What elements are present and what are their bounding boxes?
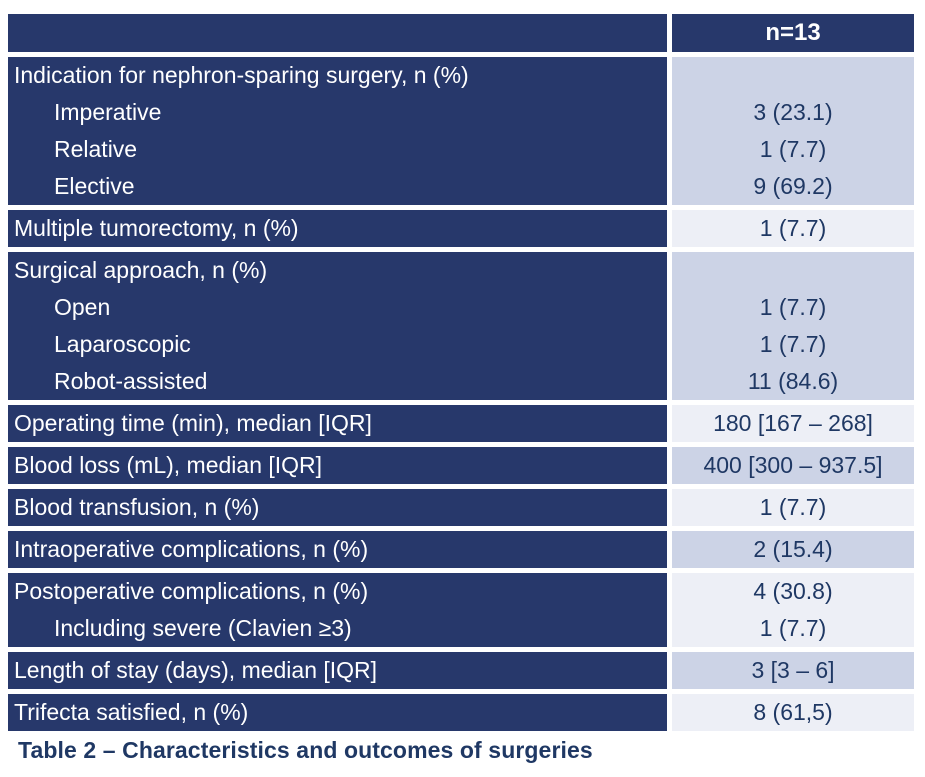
table-row-operating-time: Operating time (min), median [IQR] 180 [… [8,405,914,442]
row-value [672,252,914,289]
row-label: Blood loss (mL), median [IQR] [14,452,323,478]
row-label: Trifecta satisfied, n (%) [14,699,249,725]
table-row-multiple-tumorectomy: Multiple tumorectomy, n (%) 1 (7.7) [8,210,914,247]
row-value: 8 (61,5) [753,699,833,725]
row-label: Length of stay (days), median [IQR] [14,657,378,683]
row-value: 2 (15.4) [753,536,833,562]
row-value: 1 (7.7) [759,615,827,641]
row-value: 1 (7.7) [759,294,827,320]
table-row-length-of-stay: Length of stay (days), median [IQR] 3 [3… [8,652,914,689]
row-label: Surgical approach, n (%) [14,257,268,283]
header-label-cell [8,14,667,52]
row-label: Postoperative complications, n (%) [14,578,369,604]
row-value: 3 (23.1) [753,99,833,125]
row-value [672,57,914,94]
table-row-postoperative-complications: Postoperative complications, n (%) Inclu… [8,573,914,647]
header-count-cell: n=13 [672,14,914,52]
row-value: 1 (7.7) [759,215,827,241]
row-sublabel: Including severe (Clavien ≥3) [54,615,352,641]
row-value: 11 (84.6) [747,368,839,394]
table-row-surgical-approach: Surgical approach, n (%) Open Laparoscop… [8,252,914,400]
row-sublabel: Imperative [54,99,162,125]
row-sublabel: Relative [54,136,138,162]
table-header-row: n=13 [8,14,914,52]
table-row-intraoperative-complications: Intraoperative complications, n (%) 2 (1… [8,531,914,568]
outcomes-table: n=13 Indication for nephron-sparing surg… [8,14,914,764]
row-sublabel: Elective [54,173,135,199]
row-value: 400 [300 – 937.5] [703,452,883,478]
row-label: Indication for nephron-sparing surgery, … [14,62,469,88]
row-value: 180 [167 – 268] [713,410,873,436]
row-value: 1 (7.7) [759,494,827,520]
row-sublabel: Open [54,294,111,320]
row-value: 1 (7.7) [759,136,827,162]
row-label: Multiple tumorectomy, n (%) [14,215,299,241]
table-row-blood-loss: Blood loss (mL), median [IQR] 400 [300 –… [8,447,914,484]
row-sublabel: Laparoscopic [54,331,191,357]
row-label: Operating time (min), median [IQR] [14,410,372,436]
row-label: Blood transfusion, n (%) [14,494,260,520]
table-row-blood-transfusion: Blood transfusion, n (%) 1 (7.7) [8,489,914,526]
table-row-indication: Indication for nephron-sparing surgery, … [8,57,914,205]
row-value: 4 (30.8) [753,578,833,604]
row-value: 1 (7.7) [759,331,827,357]
row-value: 3 [3 – 6] [751,657,835,683]
table-row-trifecta: Trifecta satisfied, n (%) 8 (61,5) [8,694,914,731]
row-value: 9 (69.2) [753,173,833,199]
row-label: Intraoperative complications, n (%) [14,536,369,562]
table-caption: Table 2 – Characteristics and outcomes o… [18,737,593,763]
row-sublabel: Robot-assisted [54,368,208,394]
